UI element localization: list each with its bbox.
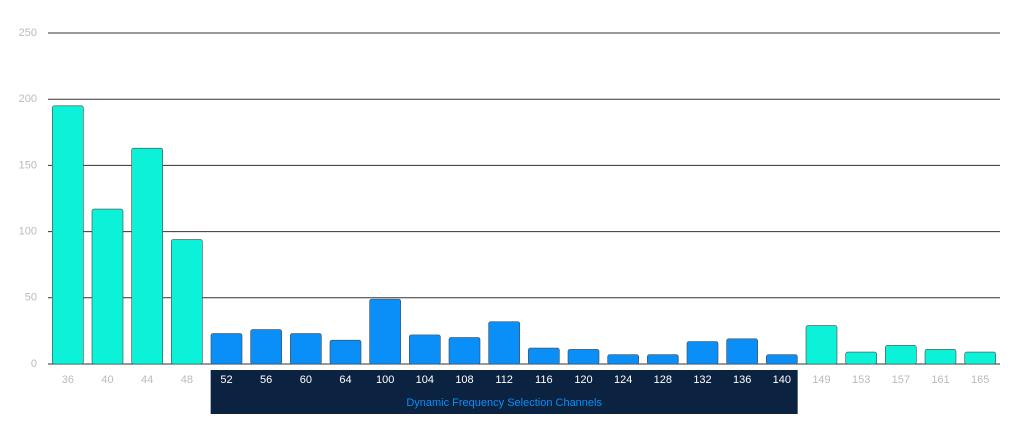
x-tick-label: 161 bbox=[931, 374, 949, 386]
y-tick-label: 150 bbox=[19, 159, 37, 171]
bar bbox=[91, 208, 124, 365]
x-tick-label: 120 bbox=[574, 374, 592, 386]
x-tick-label: 149 bbox=[812, 374, 830, 386]
x-tick-label: 64 bbox=[339, 374, 351, 386]
bar bbox=[805, 325, 838, 365]
bar bbox=[290, 333, 322, 365]
y-tick-label: 200 bbox=[19, 93, 37, 105]
y-tick-label: 50 bbox=[25, 292, 37, 304]
bar bbox=[52, 105, 84, 365]
bar bbox=[726, 338, 758, 365]
bar bbox=[409, 334, 441, 365]
x-tick-label: 36 bbox=[62, 374, 74, 386]
bar bbox=[924, 349, 957, 365]
bar bbox=[567, 349, 600, 365]
bar bbox=[528, 347, 560, 365]
x-tick-label: 157 bbox=[892, 374, 910, 386]
x-tick-label: 48 bbox=[181, 374, 193, 386]
bar bbox=[250, 329, 282, 365]
x-tick-label: 100 bbox=[376, 374, 394, 386]
bar bbox=[448, 337, 481, 365]
x-tick-label: 132 bbox=[693, 374, 711, 386]
x-tick-label: 52 bbox=[220, 374, 232, 386]
bar bbox=[766, 354, 798, 365]
bar bbox=[488, 321, 520, 365]
bar bbox=[369, 298, 401, 365]
bar bbox=[329, 339, 362, 365]
x-tick-label: 140 bbox=[773, 374, 791, 386]
x-tick-label: 44 bbox=[141, 374, 153, 386]
x-tick-label: 116 bbox=[535, 374, 553, 386]
bar bbox=[686, 341, 719, 365]
bar bbox=[647, 354, 679, 365]
bar bbox=[964, 351, 996, 365]
x-tick-label: 40 bbox=[101, 374, 113, 386]
bar bbox=[131, 147, 163, 365]
x-tick-label: 56 bbox=[260, 374, 272, 386]
bar bbox=[885, 345, 917, 365]
bar bbox=[845, 351, 877, 365]
annotation-box bbox=[210, 370, 798, 414]
bar bbox=[607, 354, 639, 365]
y-tick-label: 0 bbox=[31, 358, 37, 370]
x-tick-label: 153 bbox=[852, 374, 870, 386]
x-tick-label: 165 bbox=[971, 374, 989, 386]
x-tick-label: 60 bbox=[300, 374, 312, 386]
y-tick-label: 100 bbox=[19, 226, 37, 238]
bar bbox=[210, 333, 243, 365]
bar bbox=[171, 239, 203, 365]
x-tick-label: 108 bbox=[455, 374, 473, 386]
x-tick-label: 112 bbox=[495, 374, 513, 386]
x-tick-label: 128 bbox=[654, 374, 672, 386]
x-tick-label: 136 bbox=[733, 374, 751, 386]
x-tick-label: 104 bbox=[416, 374, 434, 386]
y-tick-label: 250 bbox=[19, 27, 37, 39]
x-tick-label: 124 bbox=[614, 374, 632, 386]
annotation-text: Dynamic Frequency Selection Channels bbox=[406, 397, 602, 409]
